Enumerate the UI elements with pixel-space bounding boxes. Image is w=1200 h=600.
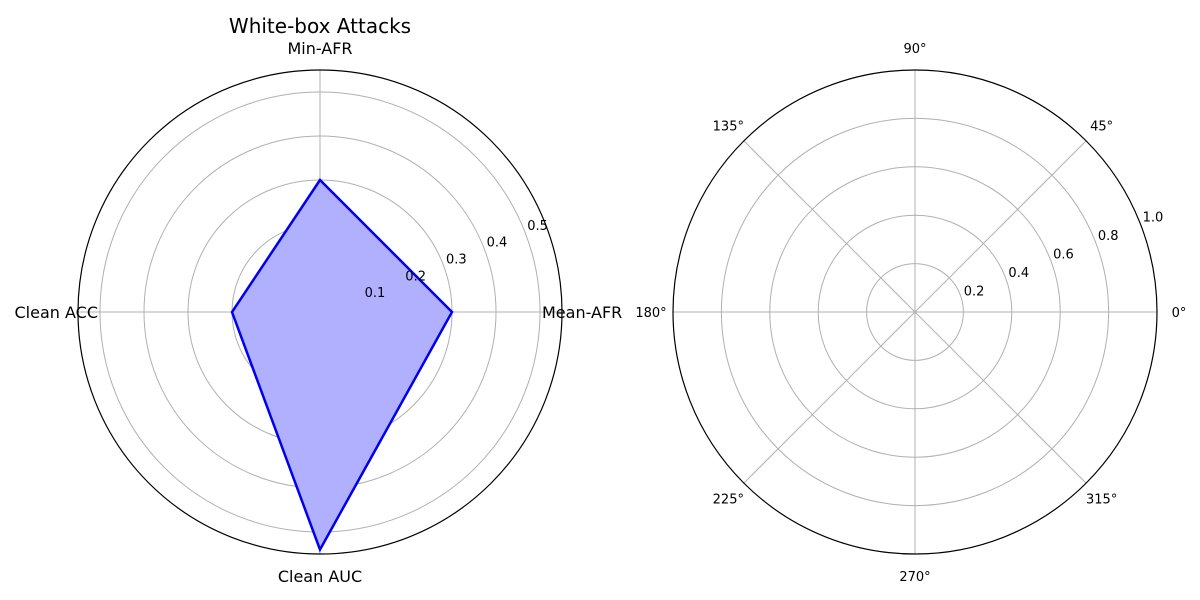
radar-series-line-0 [230, 178, 454, 553]
polar-theta-tick-label-2: 90° [903, 42, 926, 57]
polar-spoke-7 [914, 311, 1087, 484]
radar-series-fill-0 [232, 180, 452, 550]
polar-r-tick-label-1: 0.4 [1008, 266, 1029, 281]
polar-theta-tick-label-0: 0° [1172, 306, 1187, 321]
polar-r-tick-label-2: 0.6 [1053, 247, 1074, 262]
polar-spoke-5 [743, 311, 916, 484]
radar-labels: 0.1 0.2 0.3 0.4 0.5 Mean-AFR Min-AFR Clean ACC C… [15, 39, 623, 586]
radar-category-label-0: Mean-AFR [542, 303, 622, 322]
polar-theta-tick-label-5: 225° [713, 493, 744, 508]
polar-spoke-3 [743, 140, 916, 313]
polar-r-tick-label-3: 0.8 [1098, 229, 1119, 244]
polar-theta-tick-label-4: 180° [635, 306, 666, 321]
radar-r-tick-label-3: 0.4 [487, 236, 508, 251]
radar-category-label-3: Clean AUC [278, 567, 362, 586]
polar-outer-frame [672, 69, 1158, 555]
radar-outer-frame [77, 69, 563, 555]
polar-theta-tick-label-7: 315° [1086, 493, 1117, 508]
polar-theta-tick-label-1: 45° [1090, 119, 1113, 134]
radar-r-tick-label-2: 0.3 [446, 252, 467, 267]
polar-theta-tick-label-3: 135° [713, 119, 744, 134]
polar-grid [672, 69, 1158, 555]
polar-r-tick-label-4: 1.0 [1143, 210, 1164, 225]
radar-chart: 0.1 0.2 0.3 0.4 0.5 Mean-AFR Min-AFR Clean ACC C… [15, 14, 623, 586]
radar-series [230, 178, 454, 553]
radar-r-tick-label-0: 0.1 [365, 286, 386, 301]
polar-spoke-1 [914, 140, 1087, 313]
radar-category-label-1: Min-AFR [287, 39, 352, 58]
polar-theta-tick-label-6: 270° [899, 570, 930, 585]
radar-r-tick-label-4: 0.5 [527, 219, 548, 234]
polar-chart: 0.2 0.4 0.6 0.8 1.0 0° 45° 90° 135° 180° 225° 270° 3… [635, 42, 1186, 585]
radar-r-tick-label-1: 0.2 [405, 269, 426, 284]
radar-title: White-box Attacks [229, 14, 411, 38]
polar-labels: 0.2 0.4 0.6 0.8 1.0 0° 45° 90° 135° 180° 225° 270° 3… [635, 42, 1186, 585]
radar-category-label-2: Clean ACC [15, 303, 99, 322]
polar-r-tick-label-0: 0.2 [964, 284, 985, 299]
